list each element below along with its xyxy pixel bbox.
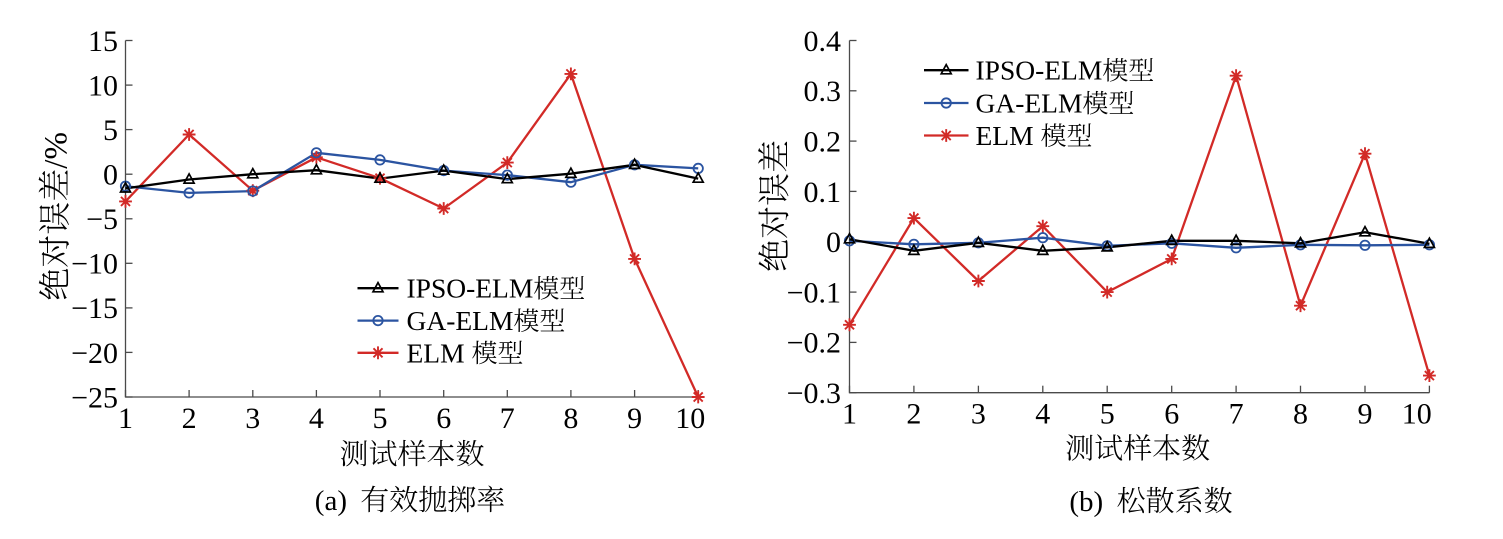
svg-text:0: 0 bbox=[103, 159, 118, 192]
svg-text:−0.1: −0.1 bbox=[787, 276, 841, 309]
svg-text:−0.2: −0.2 bbox=[787, 327, 841, 360]
svg-text:4: 4 bbox=[309, 402, 324, 435]
svg-text:6: 6 bbox=[436, 402, 451, 435]
svg-text:(b): (b) bbox=[1069, 486, 1103, 518]
svg-text:2: 2 bbox=[906, 397, 921, 430]
svg-text:9: 9 bbox=[1358, 397, 1373, 430]
svg-text:/%: /% bbox=[38, 132, 74, 169]
svg-text:0.4: 0.4 bbox=[804, 25, 842, 58]
svg-text:5: 5 bbox=[373, 402, 388, 435]
svg-text:7: 7 bbox=[500, 402, 515, 435]
svg-text:−20: −20 bbox=[71, 337, 118, 370]
svg-text:0.1: 0.1 bbox=[804, 176, 842, 209]
svg-text:6: 6 bbox=[1164, 397, 1179, 430]
svg-text:0: 0 bbox=[826, 226, 841, 259]
svg-text:−0.3: −0.3 bbox=[787, 377, 841, 410]
svg-text:10: 10 bbox=[1402, 397, 1432, 430]
svg-text:8: 8 bbox=[1293, 397, 1308, 430]
svg-text:GA-ELM: GA-ELM bbox=[407, 305, 514, 336]
svg-text:1: 1 bbox=[118, 402, 133, 435]
svg-text:−5: −5 bbox=[86, 203, 118, 236]
svg-text:4: 4 bbox=[1035, 397, 1050, 430]
svg-text:(a): (a) bbox=[315, 485, 347, 517]
svg-text:ELM: ELM bbox=[407, 337, 465, 368]
svg-text:5: 5 bbox=[1100, 397, 1115, 430]
svg-text:−15: −15 bbox=[71, 292, 118, 325]
svg-text:IPSO-ELM: IPSO-ELM bbox=[976, 55, 1103, 86]
svg-text:10: 10 bbox=[675, 402, 705, 435]
svg-text:10: 10 bbox=[88, 69, 118, 102]
svg-text:1: 1 bbox=[842, 397, 857, 430]
svg-text:0.3: 0.3 bbox=[804, 75, 842, 108]
svg-text:8: 8 bbox=[563, 402, 578, 435]
svg-text:15: 15 bbox=[88, 25, 118, 58]
svg-text:7: 7 bbox=[1229, 397, 1244, 430]
svg-text:GA-ELM: GA-ELM bbox=[976, 88, 1083, 119]
svg-text:2: 2 bbox=[182, 402, 197, 435]
svg-text:ELM: ELM bbox=[976, 120, 1034, 151]
svg-text:IPSO-ELM: IPSO-ELM bbox=[407, 273, 534, 304]
svg-text:−10: −10 bbox=[71, 248, 118, 281]
svg-text:0.2: 0.2 bbox=[804, 125, 842, 158]
svg-text:5: 5 bbox=[103, 114, 118, 147]
svg-text:−25: −25 bbox=[71, 381, 118, 414]
svg-text:3: 3 bbox=[245, 402, 260, 435]
svg-text:9: 9 bbox=[627, 402, 642, 435]
svg-text:3: 3 bbox=[971, 397, 986, 430]
